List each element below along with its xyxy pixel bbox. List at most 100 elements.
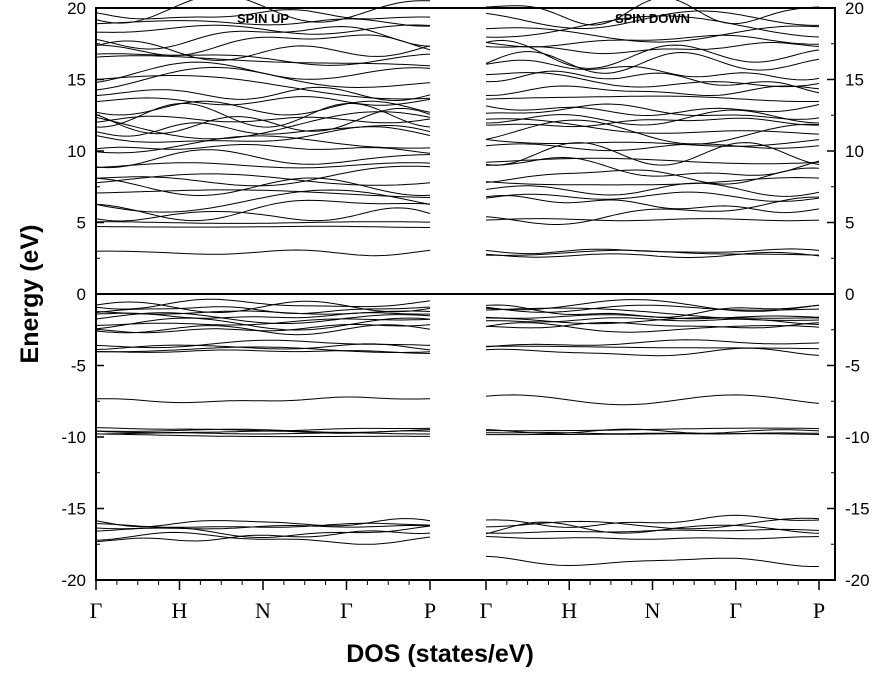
- y-tick-label-right: -10: [845, 428, 870, 447]
- band-line: [95, 96, 431, 106]
- band-line: [95, 189, 431, 213]
- band-line: [485, 103, 820, 120]
- x-axis-title: DOS (states/eV): [346, 640, 534, 668]
- band-line: [485, 104, 820, 117]
- band-line: [95, 300, 431, 314]
- band-line: [485, 139, 820, 147]
- k-point-label: N: [255, 598, 271, 623]
- y-axis-title: Energy (eV): [16, 225, 44, 364]
- band-line: [95, 115, 431, 124]
- band-line: [485, 51, 820, 74]
- band-line: [486, 317, 820, 325]
- panel-title: SPIN UP: [237, 11, 289, 26]
- band-line: [95, 135, 431, 154]
- band-line: [485, 39, 820, 69]
- band-line: [95, 111, 431, 140]
- y-tick-label-left: 15: [67, 71, 86, 90]
- band-line: [485, 72, 820, 88]
- band-line: [485, 194, 820, 214]
- band-line: [485, 535, 819, 540]
- band-line: [95, 318, 431, 326]
- band-line: [95, 122, 431, 137]
- y-tick-label-left: 10: [67, 142, 86, 161]
- band-line: [95, 0, 431, 24]
- band-line: [95, 40, 431, 61]
- band-line: [485, 143, 820, 152]
- band-line: [485, 176, 820, 186]
- band-line: [485, 0, 820, 26]
- band-line: [95, 102, 431, 128]
- band-line: [485, 322, 820, 333]
- band-line: [95, 427, 431, 432]
- band-line: [486, 433, 820, 436]
- band-line: [485, 428, 820, 434]
- band-line: [95, 75, 431, 100]
- band-line: [95, 339, 431, 349]
- band-line: [95, 34, 431, 56]
- k-point-label: H: [172, 598, 188, 623]
- band-line: [485, 167, 820, 185]
- band-line: [95, 199, 431, 222]
- band-line: [485, 517, 820, 530]
- band-line: [95, 189, 431, 198]
- band-line: [95, 310, 431, 315]
- y-tick-label-right: -5: [845, 357, 860, 376]
- band-line: [485, 182, 820, 197]
- band-line: [485, 25, 820, 43]
- band-line: [96, 221, 430, 224]
- band-line: [485, 10, 819, 29]
- band-line: [95, 100, 431, 116]
- band-line: [95, 349, 431, 354]
- band-line: [485, 118, 820, 135]
- y-tick-label-left: 5: [77, 214, 86, 233]
- band-line: [485, 34, 819, 48]
- band-line: [485, 157, 820, 165]
- panel-title: SPIN DOWN: [615, 11, 690, 26]
- band-line: [95, 25, 431, 50]
- y-tick-label-left: 0: [77, 285, 86, 304]
- band-line: [95, 18, 430, 27]
- k-point-label: P: [813, 598, 825, 623]
- y-tick-label-right: -15: [845, 500, 870, 519]
- y-tick-label-right: 5: [845, 214, 854, 233]
- band-line: [95, 525, 431, 532]
- band-line: [485, 59, 820, 81]
- band-line: [95, 9, 431, 20]
- y-tick-label-left: -20: [61, 571, 86, 590]
- band-line: [485, 307, 820, 321]
- band-line: [485, 142, 820, 166]
- k-point-label: Γ: [340, 598, 353, 623]
- band-line: [485, 304, 820, 313]
- band-line: [485, 248, 820, 255]
- band-line: [95, 126, 431, 143]
- band-line: [95, 207, 431, 222]
- band-line: [95, 312, 431, 324]
- y-tick-label-right: -20: [845, 571, 870, 590]
- k-point-label: N: [645, 598, 661, 623]
- band-line: [95, 324, 431, 334]
- band-line: [95, 525, 431, 538]
- band-line: [486, 117, 819, 128]
- y-tick-label-right: 20: [845, 0, 864, 18]
- band-line: [485, 119, 820, 145]
- band-line: [95, 396, 431, 404]
- band-line: [486, 70, 820, 94]
- k-point-label: Γ: [729, 598, 742, 623]
- y-tick-label-left: -5: [71, 357, 86, 376]
- band-line: [485, 191, 820, 202]
- band-line: [485, 109, 820, 126]
- band-line: [485, 347, 820, 357]
- band-line: [95, 428, 431, 433]
- y-tick-label-left: 20: [67, 0, 86, 18]
- band-line: [485, 555, 819, 567]
- band-line: [95, 165, 431, 187]
- band-line: [485, 345, 820, 350]
- band-line: [95, 53, 431, 66]
- band-line: [95, 173, 431, 186]
- band-line: [95, 55, 431, 67]
- band-line: [485, 85, 820, 97]
- band-line: [485, 95, 820, 102]
- band-line: [95, 24, 431, 35]
- band-line: [95, 61, 431, 83]
